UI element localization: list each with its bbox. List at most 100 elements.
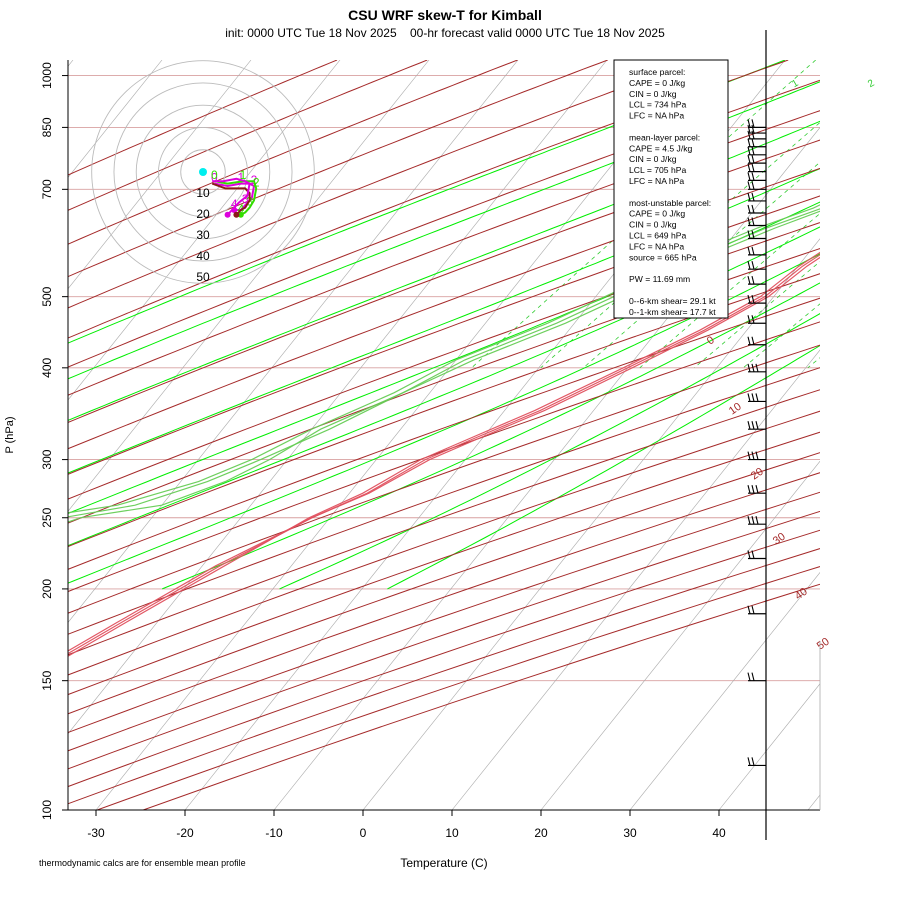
hodograph-center (199, 168, 207, 176)
wind-barb (747, 363, 766, 373)
info-line: CIN = 0 J/kg (629, 89, 677, 99)
barb-flag (751, 192, 755, 202)
barb-flag (751, 246, 755, 255)
barb-flag (751, 516, 755, 525)
wind-barb (747, 315, 766, 324)
y-tick-label: 200 (40, 579, 54, 599)
barb-flag (751, 124, 755, 134)
dry-adiabat-line (68, 297, 820, 570)
barb-flag (751, 421, 755, 430)
barb-flag (747, 124, 751, 134)
isotherm-line (68, 60, 430, 512)
info-line: 0--1-km shear= 17.7 kt (629, 307, 716, 317)
barb-flag (751, 276, 755, 285)
barb-flag (751, 363, 755, 372)
hodograph-ring-label: 10 (196, 186, 210, 200)
info-line: CAPE = 0 J/kg (629, 209, 685, 219)
barb-flag (747, 605, 751, 614)
moist-adiabat-line (68, 120, 820, 421)
barb-flag (751, 294, 755, 304)
dry-adiabat-line (68, 410, 820, 676)
wind-barb (747, 393, 766, 403)
info-line: LFC = NA hPa (629, 241, 684, 251)
barb-flag (755, 485, 759, 494)
wind-barb (747, 336, 766, 346)
barb-flag (747, 485, 751, 494)
x-tick-label: 10 (445, 826, 459, 840)
barb-flag (751, 672, 755, 681)
barb-flag (747, 192, 751, 202)
wind-barb (747, 154, 766, 164)
wind-barbs (747, 30, 767, 840)
wind-barb (747, 163, 766, 173)
info-line: LFC = NA hPa (629, 176, 684, 186)
wind-barb (747, 276, 766, 285)
dry-adiabat-line (68, 60, 338, 176)
wind-barb (747, 605, 766, 615)
mixing-ratio-labels: 123581220 (790, 78, 877, 91)
wind-barb (747, 146, 766, 156)
dry-adiabat-line (68, 60, 428, 211)
barb-flag (751, 451, 755, 460)
hodograph-ring-label: 20 (196, 207, 210, 221)
dry-adiabat-line (68, 60, 518, 245)
y-tick-label: 850 (40, 117, 54, 137)
dry-adiabat-label: 0 (705, 334, 717, 347)
y-tick-label: 300 (40, 449, 54, 469)
isotherm-line (629, 572, 820, 810)
barb-flag (751, 204, 755, 214)
wind-barb (747, 757, 766, 767)
hodograph-height-label: 1 (240, 168, 247, 182)
x-axis-title: Temperature (C) (400, 856, 487, 870)
temperature-line-1 (68, 256, 820, 652)
isotherm-line (68, 60, 341, 401)
wind-barb (747, 138, 766, 148)
barb-flag (747, 261, 751, 270)
wind-barb (747, 451, 766, 461)
hodograph-ring (180, 149, 226, 195)
dry-adiabat-label: 30 (771, 531, 788, 548)
barb-flag (751, 163, 755, 172)
barb-flag (747, 204, 751, 214)
barb-flag (747, 246, 751, 255)
dry-adiabat-line (68, 472, 820, 734)
barb-flag (747, 230, 751, 239)
barb-flag (751, 550, 755, 559)
barb-flag (747, 451, 751, 460)
barb-flag (747, 363, 751, 372)
plot-area (68, 60, 820, 810)
hodograph-height-label: 0 (211, 168, 218, 182)
hodograph-height-label: 1 (237, 171, 244, 185)
moist-adiabat-line (162, 282, 820, 590)
wind-barb (747, 172, 766, 181)
barb-flag (755, 363, 759, 372)
barb-flag (751, 146, 755, 155)
barb-flag (747, 550, 751, 559)
dry-adiabat-line (68, 491, 820, 752)
barb-flag (747, 294, 751, 304)
info-line: CIN = 0 J/kg (629, 220, 677, 230)
dry-adiabat-line (68, 248, 820, 524)
dry-adiabat-line (68, 60, 699, 309)
wind-barb (747, 516, 766, 525)
dry-adiabat-line (68, 452, 820, 715)
barb-flag (747, 276, 751, 285)
y-tick-label: 1000 (40, 62, 54, 89)
isotherm-line (68, 60, 252, 290)
dry-adiabat-label: 20 (749, 466, 766, 483)
x-tick-label: 30 (623, 826, 637, 840)
wind-barb (747, 119, 766, 128)
dry-adiabat-line (68, 167, 820, 450)
dewpoint-line-2 (68, 204, 820, 514)
barb-flag (755, 421, 759, 430)
barb-flag (747, 516, 751, 525)
barb-flag (751, 217, 755, 226)
barb-flag (747, 163, 751, 172)
isotherm-line (68, 60, 608, 735)
y-tick-label: 500 (40, 286, 54, 306)
moist-adiabat-line (68, 201, 820, 515)
y-axis-title: P (hPa) (4, 416, 16, 453)
dry-adiabat-line (68, 273, 820, 548)
barb-flag (747, 130, 751, 139)
